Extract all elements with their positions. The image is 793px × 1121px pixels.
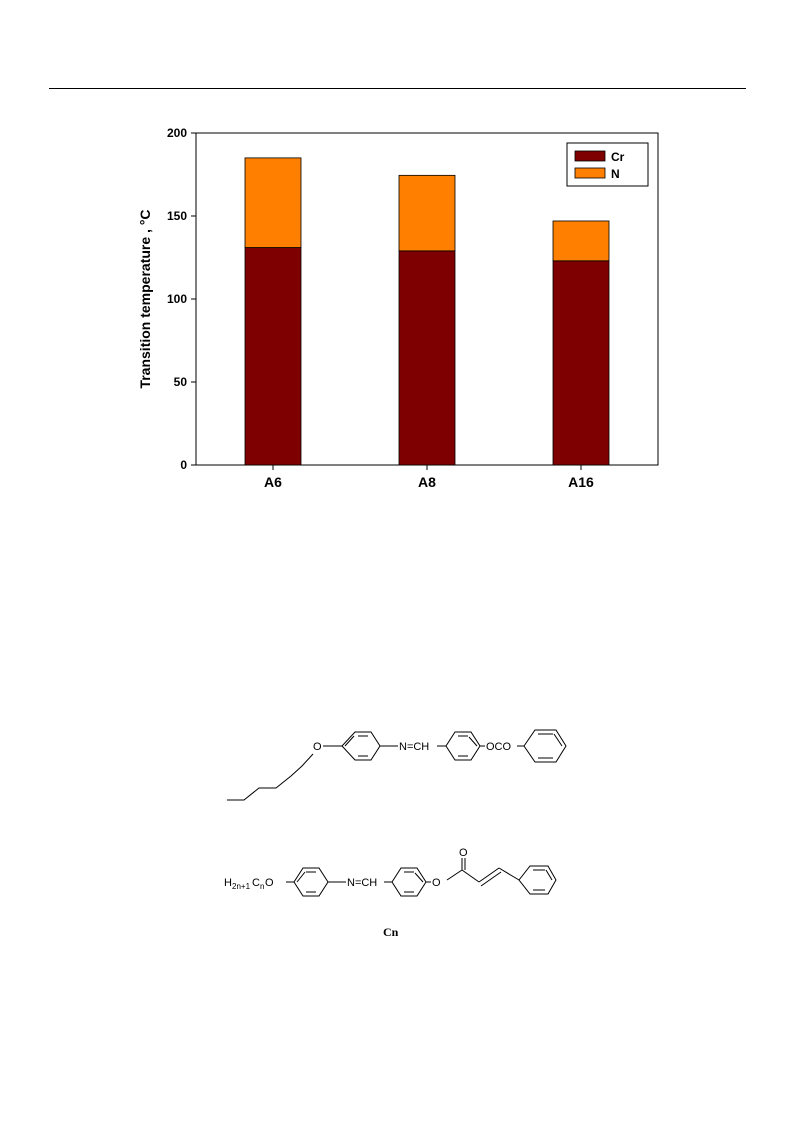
y-tick-label: 150 — [167, 209, 187, 223]
alkyl-chain — [227, 753, 314, 801]
legend-label-n: N — [611, 167, 620, 181]
y-tick-label: 0 — [180, 458, 187, 472]
transition-temperature-chart: 0 50 100 150 200 A6 A8 A16 Transition temperatur… — [137, 126, 659, 490]
bar-n-a8 — [398, 174, 456, 252]
chain-c-label: C — [252, 877, 260, 889]
chain-h-subscript: 2n+1 — [232, 882, 251, 891]
carbonyl-oxygen-label: O — [459, 847, 468, 859]
chain-c-subscript: n — [260, 882, 264, 891]
bar-n-a6 — [244, 157, 302, 248]
legend-swatch-n — [574, 167, 606, 179]
imine-label-2: N=CH — [347, 877, 377, 889]
chain-oxygen-label: O — [265, 877, 274, 889]
plot-area: 0 50 100 150 200 A6 A8 A16 Transition temperatur… — [137, 126, 659, 490]
y-tick-label: 50 — [174, 375, 188, 389]
ester-label: OCO — [486, 741, 512, 753]
x-category-label: A8 — [418, 474, 436, 490]
benzene-ring-3 — [523, 729, 567, 763]
ether-oxygen-label: O — [313, 741, 322, 753]
imine-label: N=CH — [399, 741, 429, 753]
y-tick-label: 100 — [167, 292, 187, 306]
bar-n-a16 — [552, 220, 610, 262]
structure-caption: Cn — [383, 925, 399, 939]
x-category-label: A6 — [264, 474, 282, 490]
ester-oxygen-label: O — [432, 877, 441, 889]
chain-h-label: H — [224, 877, 232, 889]
bar-cr-a16 — [552, 260, 610, 466]
y-tick-label: 200 — [167, 126, 187, 140]
legend-swatch-cr — [574, 150, 606, 162]
y-axis-label: Transition temperature , °C — [137, 209, 153, 388]
header-rule — [49, 88, 746, 89]
legend-box — [566, 142, 649, 187]
legend-label-cr: Cr — [611, 150, 625, 164]
benzene-ring-6 — [518, 865, 557, 895]
x-category-label: A16 — [568, 474, 594, 490]
